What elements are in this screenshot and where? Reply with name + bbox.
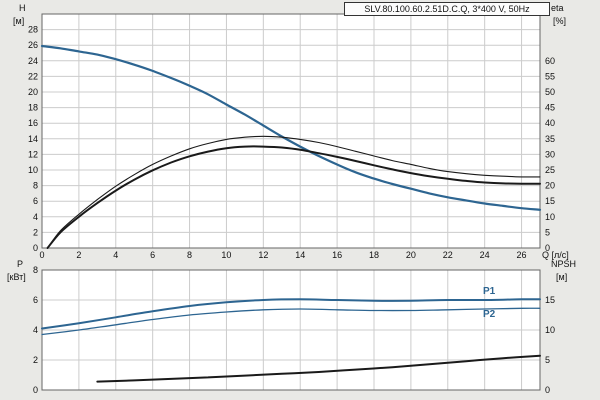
hq-yleft-tick: 2 bbox=[33, 227, 38, 237]
hq-x-tick: 10 bbox=[221, 250, 231, 260]
hq-yleft-tick: 16 bbox=[28, 118, 38, 128]
hq-x-tick: 18 bbox=[369, 250, 379, 260]
h-curve bbox=[40, 44, 542, 211]
hq-yleft-tick: 26 bbox=[28, 40, 38, 50]
hq-yleft-tick: 22 bbox=[28, 71, 38, 81]
hq-yleft-tick: 18 bbox=[28, 103, 38, 113]
hq-plot-area bbox=[42, 14, 540, 248]
hq-yleft-tick: 4 bbox=[33, 212, 38, 222]
npsh-axis-unit: [м] bbox=[556, 272, 568, 282]
eta-thin-curve bbox=[46, 135, 541, 249]
eta-bold-curve bbox=[46, 145, 541, 249]
hq-yright-tick: 20 bbox=[545, 181, 555, 191]
hq-x-tick: 12 bbox=[258, 250, 268, 260]
hq-yright-tick: 45 bbox=[545, 103, 555, 113]
hq-yleft-tick: 8 bbox=[33, 181, 38, 191]
p1-curve-label: P1 bbox=[483, 286, 496, 297]
power-yright-tick: 0 bbox=[545, 385, 550, 395]
hq-yright-tick: 50 bbox=[545, 87, 555, 97]
power-yleft-tick: 4 bbox=[33, 325, 38, 335]
hq-x-tick: 24 bbox=[480, 250, 490, 260]
p-axis-title: P bbox=[17, 259, 24, 269]
power-yleft-tick: 8 bbox=[33, 265, 38, 275]
hq-yleft-tick: 14 bbox=[28, 134, 38, 144]
hq-x-tick: 26 bbox=[517, 250, 527, 260]
power-yleft-tick: 2 bbox=[33, 355, 38, 365]
p2-curve bbox=[41, 307, 541, 336]
p1-curve bbox=[41, 298, 541, 330]
p2-curve-label: P2 bbox=[483, 309, 496, 320]
q-axis-title: Q [л/с] bbox=[542, 250, 569, 260]
hq-yleft-tick: 12 bbox=[28, 149, 38, 159]
hq-x-tick: 8 bbox=[187, 250, 192, 260]
hq-yright-tick: 60 bbox=[545, 56, 555, 66]
hq-yright-tick: 10 bbox=[545, 212, 555, 222]
npsh-axis-title: NPSH bbox=[551, 259, 577, 269]
hq-x-tick: 4 bbox=[113, 250, 118, 260]
hq-yright-tick: 35 bbox=[545, 134, 555, 144]
hq-yright-tick: 0 bbox=[545, 243, 550, 253]
hq-x-tick: 0 bbox=[39, 250, 44, 260]
eta-axis-title: eta bbox=[551, 3, 564, 13]
pump-model-title: SLV.80.100.60.2.51D.C.Q, 3*400 V, 50Hz bbox=[344, 2, 550, 16]
eta-axis-unit: [%] bbox=[553, 16, 567, 26]
hq-yright-tick: 30 bbox=[545, 149, 555, 159]
hq-yleft-tick: 20 bbox=[28, 87, 38, 97]
hq-x-tick: 22 bbox=[443, 250, 453, 260]
hq-yleft-tick: 10 bbox=[28, 165, 38, 175]
hq-yright-tick: 40 bbox=[545, 118, 555, 128]
hq-yright-tick: 5 bbox=[545, 227, 550, 237]
power-yleft-tick: 6 bbox=[33, 295, 38, 305]
hq-yleft-tick: 6 bbox=[33, 196, 38, 206]
hq-yleft-tick: 0 bbox=[33, 243, 38, 253]
hq-yright-tick: 15 bbox=[545, 196, 555, 206]
hq-yright-tick: 55 bbox=[545, 71, 555, 81]
npsh-curve bbox=[96, 354, 541, 383]
power-yright-tick: 10 bbox=[545, 325, 555, 335]
power-yleft-tick: 0 bbox=[33, 385, 38, 395]
hq-x-tick: 20 bbox=[406, 250, 416, 260]
h-axis-title: H bbox=[19, 3, 26, 13]
p-axis-unit: [кВт] bbox=[7, 272, 26, 282]
hq-x-tick: 6 bbox=[150, 250, 155, 260]
hq-yleft-tick: 28 bbox=[28, 25, 38, 35]
hq-x-tick: 16 bbox=[332, 250, 342, 260]
hq-yleft-tick: 24 bbox=[28, 56, 38, 66]
hq-x-tick: 2 bbox=[76, 250, 81, 260]
power-yright-tick: 15 bbox=[545, 295, 555, 305]
h-axis-unit: [м] bbox=[13, 16, 25, 26]
hq-yright-tick: 25 bbox=[545, 165, 555, 175]
hq-x-tick: 14 bbox=[295, 250, 305, 260]
power-yright-tick: 5 bbox=[545, 355, 550, 365]
